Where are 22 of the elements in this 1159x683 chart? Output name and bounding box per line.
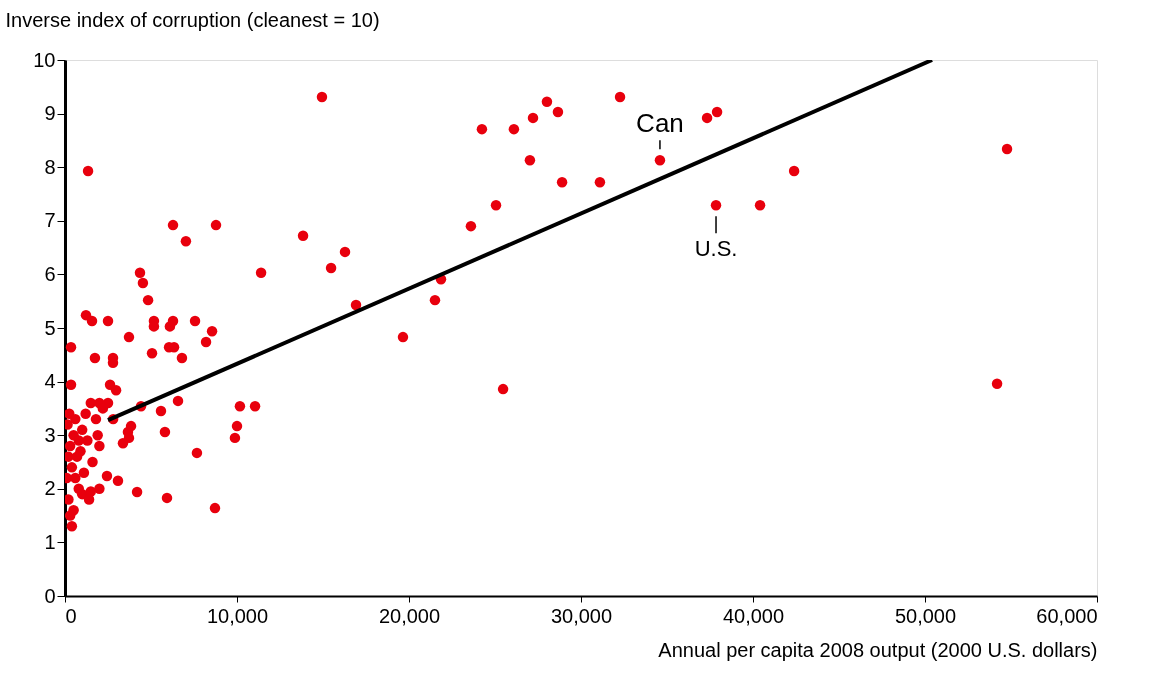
x-tick-label: 20,000 — [378, 604, 441, 627]
x-tick-label: 0 — [65, 604, 77, 627]
x-tick-label: 30,000 — [550, 604, 613, 627]
y-tick-label: 4 — [44, 370, 56, 393]
y-tick-label: 8 — [44, 155, 56, 178]
y-tick-label: 9 — [44, 102, 56, 125]
y-tick-label: 10 — [33, 48, 56, 71]
annotation: U.S. — [694, 236, 738, 262]
y-tick-label: 5 — [44, 316, 56, 339]
x-axis-title: Annual per capita 2008 output (2000 U.S. dollars) — [658, 638, 1098, 661]
y-tick-label: 1 — [44, 530, 56, 553]
y-tick-label: 2 — [44, 477, 56, 500]
x-tick-label: 10,000 — [206, 604, 269, 627]
y-tick-label: 7 — [44, 209, 56, 232]
y-tick-label: 0 — [44, 584, 56, 607]
annotation: Can — [636, 108, 684, 139]
x-tick-label: 50,000 — [894, 604, 957, 627]
x-tick-label: 60,000 — [1036, 604, 1098, 627]
y-tick-label: 3 — [44, 423, 56, 446]
y-tick-label: 6 — [44, 262, 56, 285]
y-axis-title: Inverse index of corruption (cleanest = 10) — [5, 8, 380, 31]
x-tick-label: 40,000 — [722, 604, 785, 627]
